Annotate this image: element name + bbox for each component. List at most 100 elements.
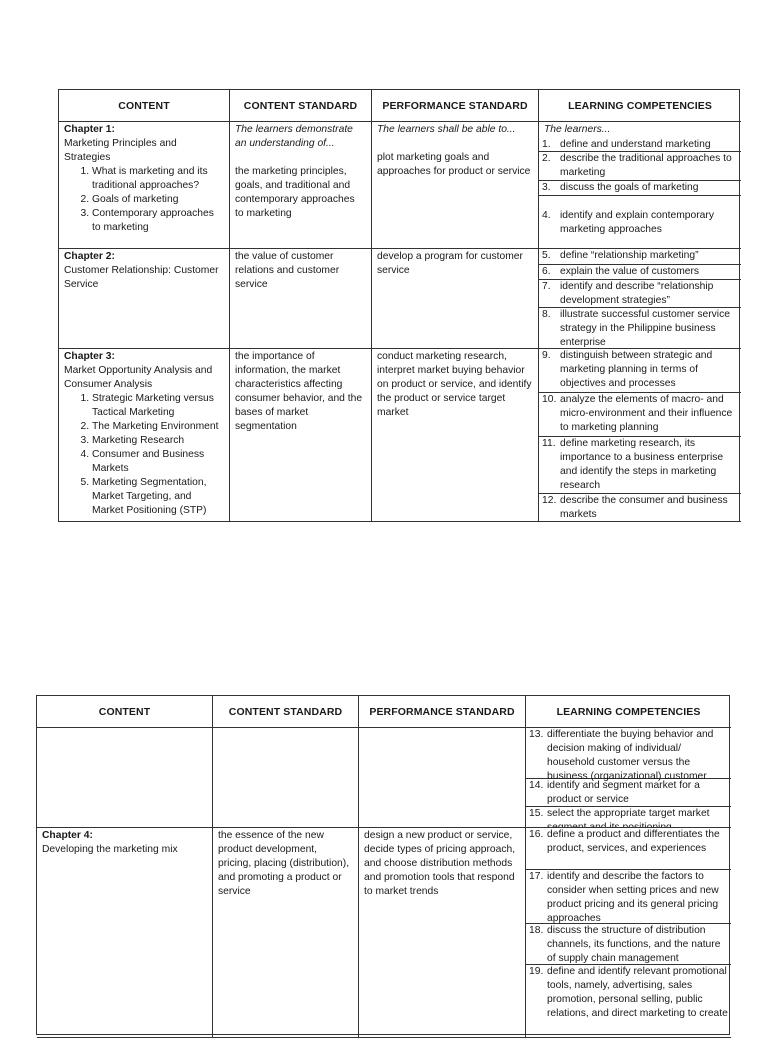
competency-item: 4. identify and explain contemporary mark… bbox=[539, 196, 741, 237]
competency-text: define and identify relevant promotional… bbox=[547, 966, 728, 1019]
performance-standard-body: conduct marketing research, interpret ma… bbox=[377, 351, 532, 418]
competency-text: discuss the goals of marketing bbox=[560, 182, 699, 193]
column-header-learning-competencies: LEARNING COMPETENCIES bbox=[539, 90, 741, 122]
column-header-content-standard: CONTENT STANDARD bbox=[230, 90, 372, 122]
competency-item: 2. describe the traditional approaches to… bbox=[539, 152, 741, 181]
competency-item: 13. differentiate the buying behavior and… bbox=[526, 728, 731, 782]
chapter-label: Chapter 3: bbox=[64, 351, 115, 362]
content-standard-text: the essence of the new product developme… bbox=[213, 828, 358, 900]
content-standard-intro: The learners demonstrate an understandin… bbox=[235, 124, 353, 149]
topic-item: Goals of marketing bbox=[92, 193, 224, 207]
competency-number: 13. bbox=[529, 729, 544, 740]
competency-number: 6. bbox=[542, 266, 551, 277]
content-text: Chapter 3: Market Opportunity Analysis an… bbox=[59, 349, 229, 519]
content-standard-text bbox=[213, 728, 358, 730]
competency-number: 11. bbox=[542, 438, 556, 449]
cell-learning-competencies: 16. define a product and differentiates t… bbox=[526, 828, 731, 1038]
competency-text: identify and describe “relationship deve… bbox=[560, 281, 714, 306]
chapter-title: Customer Relationship: Customer Service bbox=[64, 265, 219, 290]
cell-content-standard: The learners demonstrate an understandin… bbox=[230, 122, 372, 249]
competency-item: 5. define “relationship marketing” bbox=[539, 249, 741, 265]
performance-standard-text: develop a program for customer service bbox=[372, 249, 538, 279]
topic-list: What is marketing and its traditional ap… bbox=[64, 165, 224, 235]
competency-text: illustrate successful customer service s… bbox=[560, 309, 730, 348]
competency-text: describe the consumer and business marke… bbox=[560, 495, 728, 520]
column-header-performance-standard: PERFORMANCE STANDARD bbox=[359, 696, 526, 728]
chapter-title: Market Opportunity Analysis and Consumer… bbox=[64, 365, 213, 390]
competency-number: 12. bbox=[542, 495, 557, 506]
competency-item: 1. define and understand marketing bbox=[539, 138, 741, 152]
cell-learning-competencies: The learners... 1. define and understand m… bbox=[539, 122, 741, 249]
competency-text: identify and segment market for a produc… bbox=[547, 780, 700, 805]
topic-item: Strategic Marketing versus Tactical Mark… bbox=[92, 392, 224, 420]
cell-performance-standard: The learners shall be able to... plot mar… bbox=[372, 122, 539, 249]
topic-item: The Marketing Environment bbox=[92, 420, 224, 434]
competency-number: 2. bbox=[542, 153, 551, 164]
performance-standard-intro: The learners shall be able to... bbox=[377, 124, 516, 135]
competency-text: define and understand marketing bbox=[560, 139, 711, 150]
competency-number: 10. bbox=[542, 394, 557, 405]
content-standard-body: the importance of information, the marke… bbox=[235, 351, 363, 432]
cell-performance-standard: develop a program for customer service bbox=[372, 249, 539, 349]
curriculum-table: CONTENT CONTENT STANDARD PERFORMANCE STAND… bbox=[58, 89, 741, 522]
competency-number: 15. bbox=[529, 808, 544, 819]
competency-text: analyze the elements of macro- and micro… bbox=[560, 394, 733, 433]
content-standard-text: The learners demonstrate an understandin… bbox=[230, 122, 371, 222]
competency-number: 16. bbox=[529, 829, 544, 840]
competency-text: distinguish between strategic and market… bbox=[560, 350, 713, 389]
cell-learning-competencies: 13. differentiate the buying behavior and… bbox=[526, 728, 731, 828]
column-header-content: CONTENT bbox=[59, 90, 230, 122]
competency-number: 7. bbox=[542, 281, 551, 292]
competency-number: 14. bbox=[529, 780, 544, 791]
performance-standard-body: develop a program for customer service bbox=[377, 251, 523, 276]
competency-item: 9. distinguish between strategic and mark… bbox=[539, 349, 741, 393]
competency-item: 17. identify and describe the factors to … bbox=[526, 870, 731, 924]
column-header-content-standard: CONTENT STANDARD bbox=[213, 696, 359, 728]
cell-content: Chapter 4: Developing the marketing mix bbox=[37, 828, 213, 1038]
performance-standard-text bbox=[359, 728, 525, 730]
content-standard-text: the importance of information, the marke… bbox=[230, 349, 371, 435]
content-standard-text: the value of customer relations and cust… bbox=[230, 249, 371, 293]
competency-text: discuss the structure of distribution ch… bbox=[547, 925, 721, 964]
column-header-learning-competencies: LEARNING COMPETENCIES bbox=[526, 696, 731, 728]
competency-text: describe the traditional approaches to m… bbox=[560, 153, 732, 178]
content-text bbox=[37, 728, 212, 730]
column-header-performance-standard: PERFORMANCE STANDARD bbox=[372, 90, 539, 122]
competency-text: identify and explain contemporary market… bbox=[560, 210, 714, 235]
content-text: Chapter 2: Customer Relationship: Custome… bbox=[59, 249, 229, 293]
performance-standard-text: conduct marketing research, interpret ma… bbox=[372, 349, 538, 421]
content-standard-body: the value of customer relations and cust… bbox=[235, 251, 340, 290]
competency-number: 1. bbox=[542, 139, 551, 150]
competency-item: 14. identify and segment market for a pro… bbox=[526, 779, 731, 807]
topic-item: Marketing Research bbox=[92, 434, 224, 448]
content-standard-body: the essence of the new product developme… bbox=[218, 830, 350, 897]
competency-number: 19. bbox=[529, 966, 544, 977]
cell-performance-standard bbox=[359, 728, 526, 828]
competency-item: 11. define marketing research, its import… bbox=[539, 437, 741, 494]
cell-content: Chapter 3: Market Opportunity Analysis an… bbox=[59, 349, 230, 522]
competency-item: 10. analyze the elements of macro- and mi… bbox=[539, 393, 741, 437]
competency-text: select the appropriate target market seg… bbox=[547, 808, 710, 828]
cell-performance-standard: conduct marketing research, interpret ma… bbox=[372, 349, 539, 522]
topic-item: What is marketing and its traditional ap… bbox=[92, 165, 224, 193]
performance-standard-body: design a new product or service, decide … bbox=[364, 830, 516, 897]
chapter-title: Developing the marketing mix bbox=[42, 844, 178, 855]
curriculum-table: CONTENT CONTENT STANDARD PERFORMANCE STAND… bbox=[36, 695, 731, 1038]
competency-number: 18. bbox=[529, 925, 544, 936]
column-header-content: CONTENT bbox=[37, 696, 213, 728]
competency-item: 16. define a product and differentiates t… bbox=[526, 828, 731, 870]
cell-content bbox=[37, 728, 213, 828]
performance-standard-body: plot marketing goals and approaches for … bbox=[377, 152, 531, 177]
competency-item: 18. discuss the structure of distribution… bbox=[526, 924, 731, 965]
cell-learning-competencies: 9. distinguish between strategic and mark… bbox=[539, 349, 741, 522]
competency-text: define “relationship marketing” bbox=[560, 250, 699, 261]
cell-content: Chapter 1: Marketing Principles and Strat… bbox=[59, 122, 230, 249]
cell-content: Chapter 2: Customer Relationship: Custome… bbox=[59, 249, 230, 349]
chapter-label: Chapter 2: bbox=[64, 251, 115, 262]
topic-item: Consumer and Business Markets bbox=[92, 448, 224, 476]
topic-item: Contemporary approaches to marketing bbox=[92, 207, 224, 235]
competency-item: 12. describe the consumer and business ma… bbox=[539, 494, 741, 521]
chapter-title: Marketing Principles and Strategies bbox=[64, 138, 177, 163]
competency-item: 19. define and identify relevant promotio… bbox=[526, 965, 731, 1021]
cell-content-standard: the importance of information, the marke… bbox=[230, 349, 372, 522]
